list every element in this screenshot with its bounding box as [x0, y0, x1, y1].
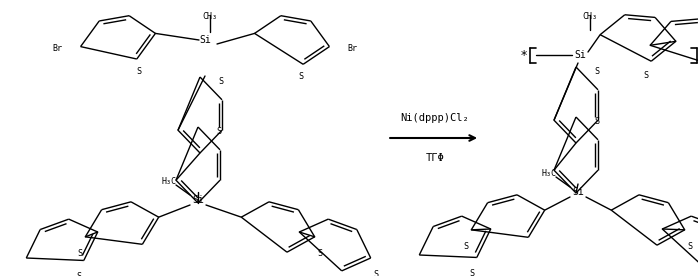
Text: *: *: [521, 49, 527, 62]
Text: Si: Si: [192, 195, 204, 205]
Text: S: S: [469, 269, 475, 276]
Text: S: S: [136, 67, 141, 76]
Text: S: S: [218, 78, 223, 86]
Text: S: S: [594, 118, 599, 126]
Text: S: S: [644, 71, 648, 80]
Text: CH₃: CH₃: [583, 12, 597, 21]
Text: S: S: [688, 242, 692, 251]
Text: S: S: [76, 272, 81, 276]
Text: Si: Si: [572, 187, 584, 197]
Text: S: S: [77, 249, 83, 258]
Text: S: S: [317, 249, 322, 258]
Text: CH₃: CH₃: [202, 12, 218, 21]
Text: Br: Br: [52, 44, 63, 53]
Text: H₃C: H₃C: [541, 169, 556, 179]
Text: Si: Si: [199, 35, 211, 45]
Text: S: S: [299, 72, 304, 81]
Text: Ni(dppp)Cl₂: Ni(dppp)Cl₂: [401, 113, 469, 123]
Text: H₃C: H₃C: [161, 177, 176, 187]
Text: TГΦ: TГΦ: [426, 153, 445, 163]
Text: S: S: [373, 270, 378, 276]
Text: Si: Si: [574, 50, 586, 60]
Text: S: S: [216, 128, 221, 137]
Text: S: S: [463, 242, 469, 251]
Text: Br: Br: [348, 44, 357, 53]
Text: S: S: [594, 68, 599, 76]
